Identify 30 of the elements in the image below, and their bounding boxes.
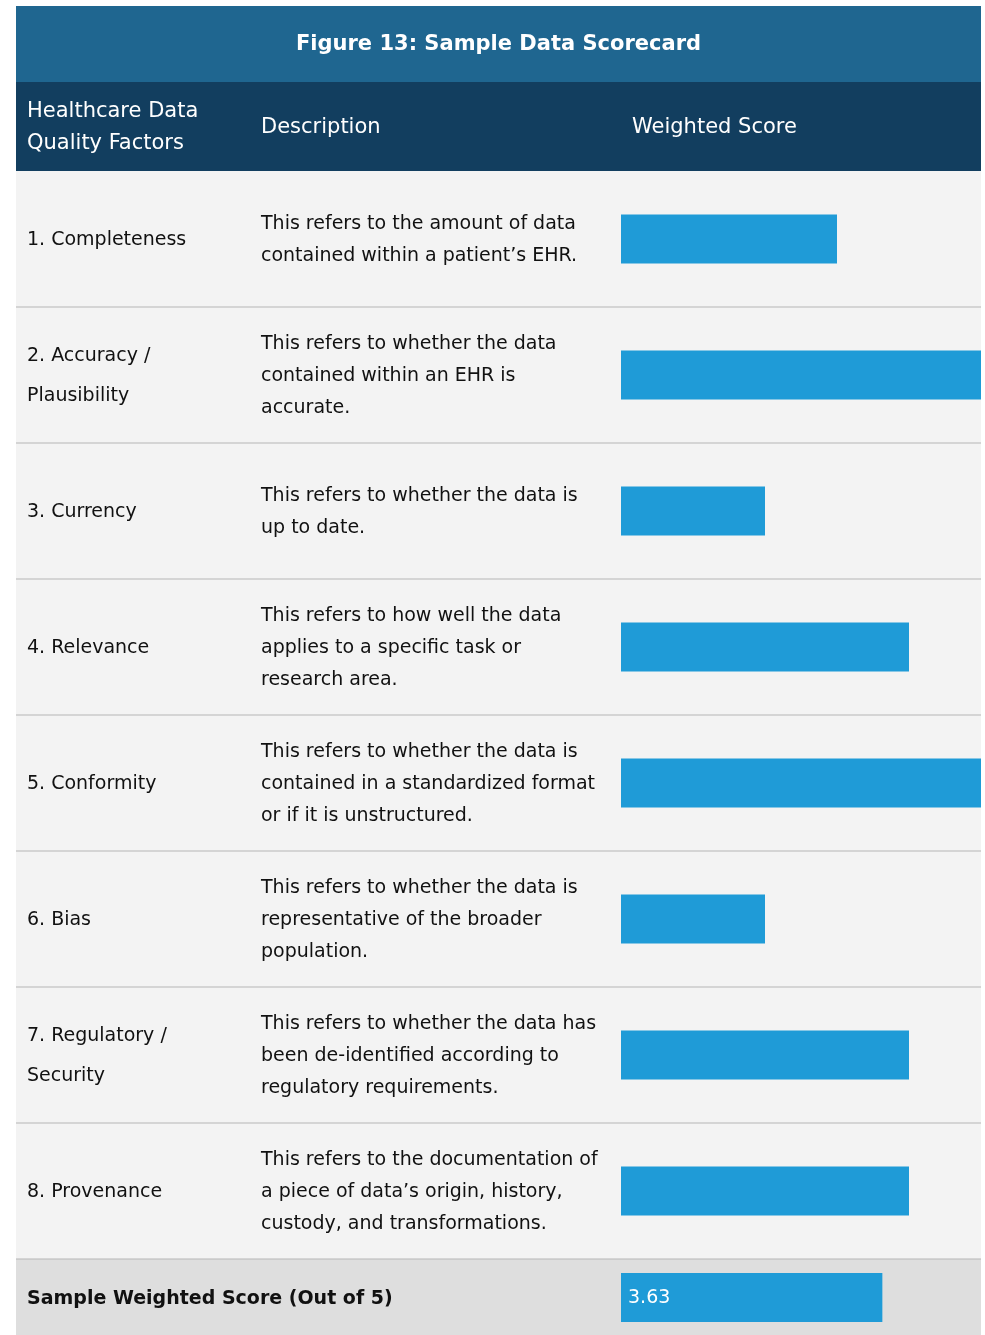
y-axis-title: Healthcare Data Quality Factors [27, 97, 199, 154]
bar [621, 1030, 909, 1080]
bar [621, 622, 909, 672]
text: This refers to the amount of data contained within a patient’s EHR. [260, 210, 578, 265]
bar [621, 350, 981, 400]
y-tick-label: 5. Conformity [27, 770, 157, 793]
text: This refers to whether the data contained within an EHR is accurate. [260, 330, 557, 417]
text: This refers to whether the data is representative of the broader population. [260, 874, 578, 961]
chart-title: Figure 13: Sample Data Scorecard [295, 31, 702, 55]
y-tick-label: 7. Regulatory / Security [27, 1022, 168, 1085]
bar [621, 1166, 909, 1216]
bar [621, 894, 765, 944]
bar [621, 486, 765, 536]
text: This refers to how well the data applies to a specific task or research area. [260, 602, 562, 689]
y-tick-label: 4. Relevance [27, 634, 150, 657]
bar [621, 758, 981, 808]
y-tick-label: 2. Accuracy / Plausibility [27, 342, 151, 405]
y-tick-label: Sample Weighted Score (Out of 5) [27, 1285, 393, 1307]
text: This refers to whether the data has been de-identified according to regulatory requirements. [260, 1010, 597, 1097]
text: This refers to whether the data is up to date. [260, 482, 578, 537]
text: Description [261, 113, 381, 138]
x-axis-title: Weighted Score [632, 113, 797, 138]
text: This refers to whether the data is contained in a standardized format or if it is unstructured. [260, 738, 596, 825]
y-tick-label: 6. Bias [27, 906, 92, 929]
y-tick-label: 8. Provenance [27, 1178, 163, 1201]
y-tick-label: 3. Currency [27, 498, 137, 521]
data-label: 3.63 [628, 1285, 671, 1307]
y-tick-label: 1. Completeness [27, 226, 187, 249]
text: This refers to the documentation of a piece of data’s origin, history, custody, and transformations. [260, 1146, 599, 1233]
bar [621, 214, 837, 264]
